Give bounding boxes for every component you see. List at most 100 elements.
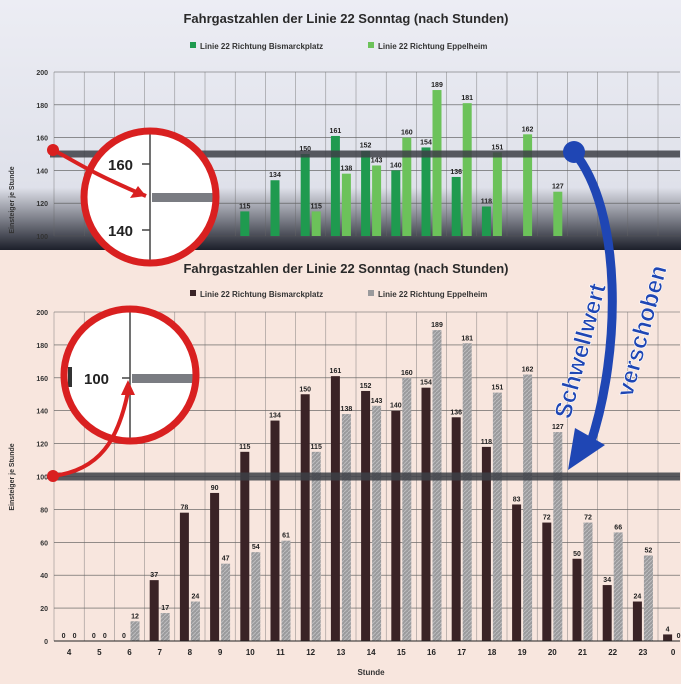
bottom-data-label-bismarck-18: 118 [481, 439, 492, 446]
bottom-bar-eppelheim-7 [160, 613, 170, 641]
top-data-label-eppelheim-12: 115 [311, 203, 322, 210]
top-bar-bismarck-18 [481, 206, 491, 236]
shift-arrow-head [568, 428, 605, 470]
zoom-bottom-ring [60, 305, 200, 445]
bottom-data-label-bismarck-15: 140 [390, 403, 402, 410]
top-y-tick-label: 200 [36, 70, 48, 77]
bottom-bar-eppelheim-12 [311, 451, 321, 641]
top-bar-eppelheim-15 [402, 137, 412, 236]
top-y-tick-label: 100 [36, 234, 48, 241]
bottom-bar-eppelheim-22 [613, 532, 623, 641]
bottom-data-label-eppelheim-8: 24 [192, 594, 200, 601]
top-data-labels: 115 134 150 115 161 138 152 143 140 160 154 189 136 1… [239, 82, 564, 210]
bottom-bar-bismarck-12 [300, 394, 310, 641]
top-bar-bismarck-17 [451, 176, 461, 236]
bottom-bar-eppelheim-21 [583, 522, 593, 641]
bottom-x-axis: 456789101112131415161718192021222301 [54, 640, 680, 657]
top-bar-bismarck-11 [270, 180, 280, 236]
bottom-x-tick-label: 23 [638, 648, 647, 657]
bottom-bar-eppelheim-15 [402, 377, 412, 641]
bottom-y-tick-label: 60 [40, 540, 48, 547]
bottom-data-label-eppelheim-14: 143 [371, 398, 383, 405]
bottom-x-tick-label: 14 [367, 648, 376, 657]
top-y-tick-label: 180 [36, 103, 48, 110]
bottom-x-axis-label: Stunde [357, 668, 385, 677]
bottom-data-label-eppelheim-17: 181 [461, 335, 473, 342]
bottom-y-tick-label: 0 [44, 639, 48, 646]
shift-arrow-shaft [570, 149, 617, 447]
bottom-bar-eppelheim-20 [553, 432, 563, 641]
zoom-bottom-pointer-head [121, 380, 135, 395]
bottom-bar-eppelheim-16 [432, 330, 442, 641]
zoom-bottom-threshold [132, 374, 196, 383]
bottom-data-labels: 0 0 0 0 012371778249047115541346115011516113… [62, 322, 681, 640]
zoom-callout-bottom: 100 [47, 305, 200, 482]
top-bar-eppelheim-16 [432, 90, 442, 236]
bottom-x-tick-label: 5 [97, 648, 102, 657]
top-data-label-eppelheim-19: 162 [522, 126, 534, 133]
top-y-tick-label: 160 [36, 136, 48, 143]
top-data-label-bismarck-13: 161 [330, 128, 342, 135]
bottom-bar-eppelheim-18 [492, 392, 502, 641]
bottom-y-tick-label: 160 [36, 376, 48, 383]
bottom-data-label-eppelheim-6: 12 [131, 613, 139, 620]
bottom-data-label-eppelheim-0: 0 [677, 633, 681, 640]
bottom-bar-bismarck-11 [270, 420, 280, 641]
top-data-label-eppelheim-13: 138 [341, 166, 353, 173]
bottom-data-label-eppelheim-23: 52 [645, 547, 653, 554]
bottom-y-tick-label: 180 [36, 343, 48, 350]
top-data-label-eppelheim-20: 127 [552, 184, 564, 191]
zoom-top-pointer [52, 148, 147, 198]
bottom-data-label-bismarck-0: 4 [666, 626, 670, 633]
bottom-bar-eppelheim-9 [221, 563, 231, 641]
top-legend-label-eppelheim: Linie 22 Richtung Eppelheim [378, 42, 487, 51]
zoom-top-upper-label: 160 [108, 157, 133, 174]
bottom-y-tick-label: 200 [36, 310, 48, 317]
bottom-bar-eppelheim-19 [523, 374, 533, 641]
top-data-label-bismarck-15: 140 [390, 162, 402, 169]
zoom-top-lower-label: 140 [108, 223, 133, 240]
top-data-label-bismarck-16: 154 [420, 139, 432, 146]
top-y-tick-label: 140 [36, 168, 48, 175]
bottom-legend: Linie 22 Richtung Bismarckplatz Linie 22… [190, 290, 487, 299]
bottom-data-label-bismarck-9: 90 [211, 485, 219, 492]
bottom-bar-eppelheim-13 [341, 413, 351, 641]
bottom-bar-bismarck-16 [421, 387, 431, 641]
bottom-data-label-eppelheim-4: 0 [73, 633, 77, 640]
bottom-x-tick-label: 9 [218, 648, 223, 657]
bottom-data-label-bismarck-6: 0 [122, 633, 126, 640]
top-y-axis-label: Einsteiger je Stunde [9, 166, 16, 233]
top-threshold-line [50, 150, 680, 158]
bottom-data-label-bismarck-14: 152 [360, 383, 372, 390]
top-bar-bismarck-16 [421, 147, 431, 236]
top-bar-eppelheim-17 [462, 103, 472, 236]
bottom-x-tick-label: 19 [518, 648, 527, 657]
bottom-bar-bismarck-17 [451, 417, 461, 641]
bottom-data-label-eppelheim-9: 47 [222, 556, 230, 563]
bottom-x-tick-label: 6 [127, 648, 132, 657]
top-bar-bismarck-10 [240, 211, 250, 236]
bottom-data-label-eppelheim-20: 127 [552, 424, 564, 431]
bottom-data-label-eppelheim-22: 66 [614, 524, 622, 531]
bottom-bar-bismarck-9 [210, 492, 220, 641]
top-data-label-eppelheim-15: 160 [401, 130, 413, 137]
bottom-bar-bismarck-21 [572, 558, 582, 641]
bottom-y-tick-label: 40 [40, 573, 48, 580]
bottom-data-label-bismarck-8: 78 [181, 505, 189, 512]
top-data-label-bismarck-11: 134 [269, 172, 281, 179]
bottom-x-tick-label: 10 [246, 648, 255, 657]
top-data-label-bismarck-17: 136 [450, 169, 462, 176]
top-y-axis: 200 180 160 140 120 100 [36, 70, 48, 241]
top-legend-swatch-eppelheim [368, 42, 374, 48]
bottom-data-label-eppelheim-19: 162 [522, 367, 534, 374]
top-bar-eppelheim-13 [341, 173, 351, 236]
bottom-data-label-bismarck-4: 0 [62, 633, 66, 640]
bottom-legend-label-eppelheim: Linie 22 Richtung Eppelheim [378, 290, 487, 299]
bottom-x-tick-label: 18 [487, 648, 496, 657]
top-bars [240, 90, 563, 236]
zoom-bottom-pointer [52, 391, 130, 478]
bottom-bar-eppelheim-14 [372, 405, 382, 641]
bottom-bar-bismarck-22 [602, 585, 612, 641]
bottom-bar-eppelheim-11 [281, 540, 291, 641]
